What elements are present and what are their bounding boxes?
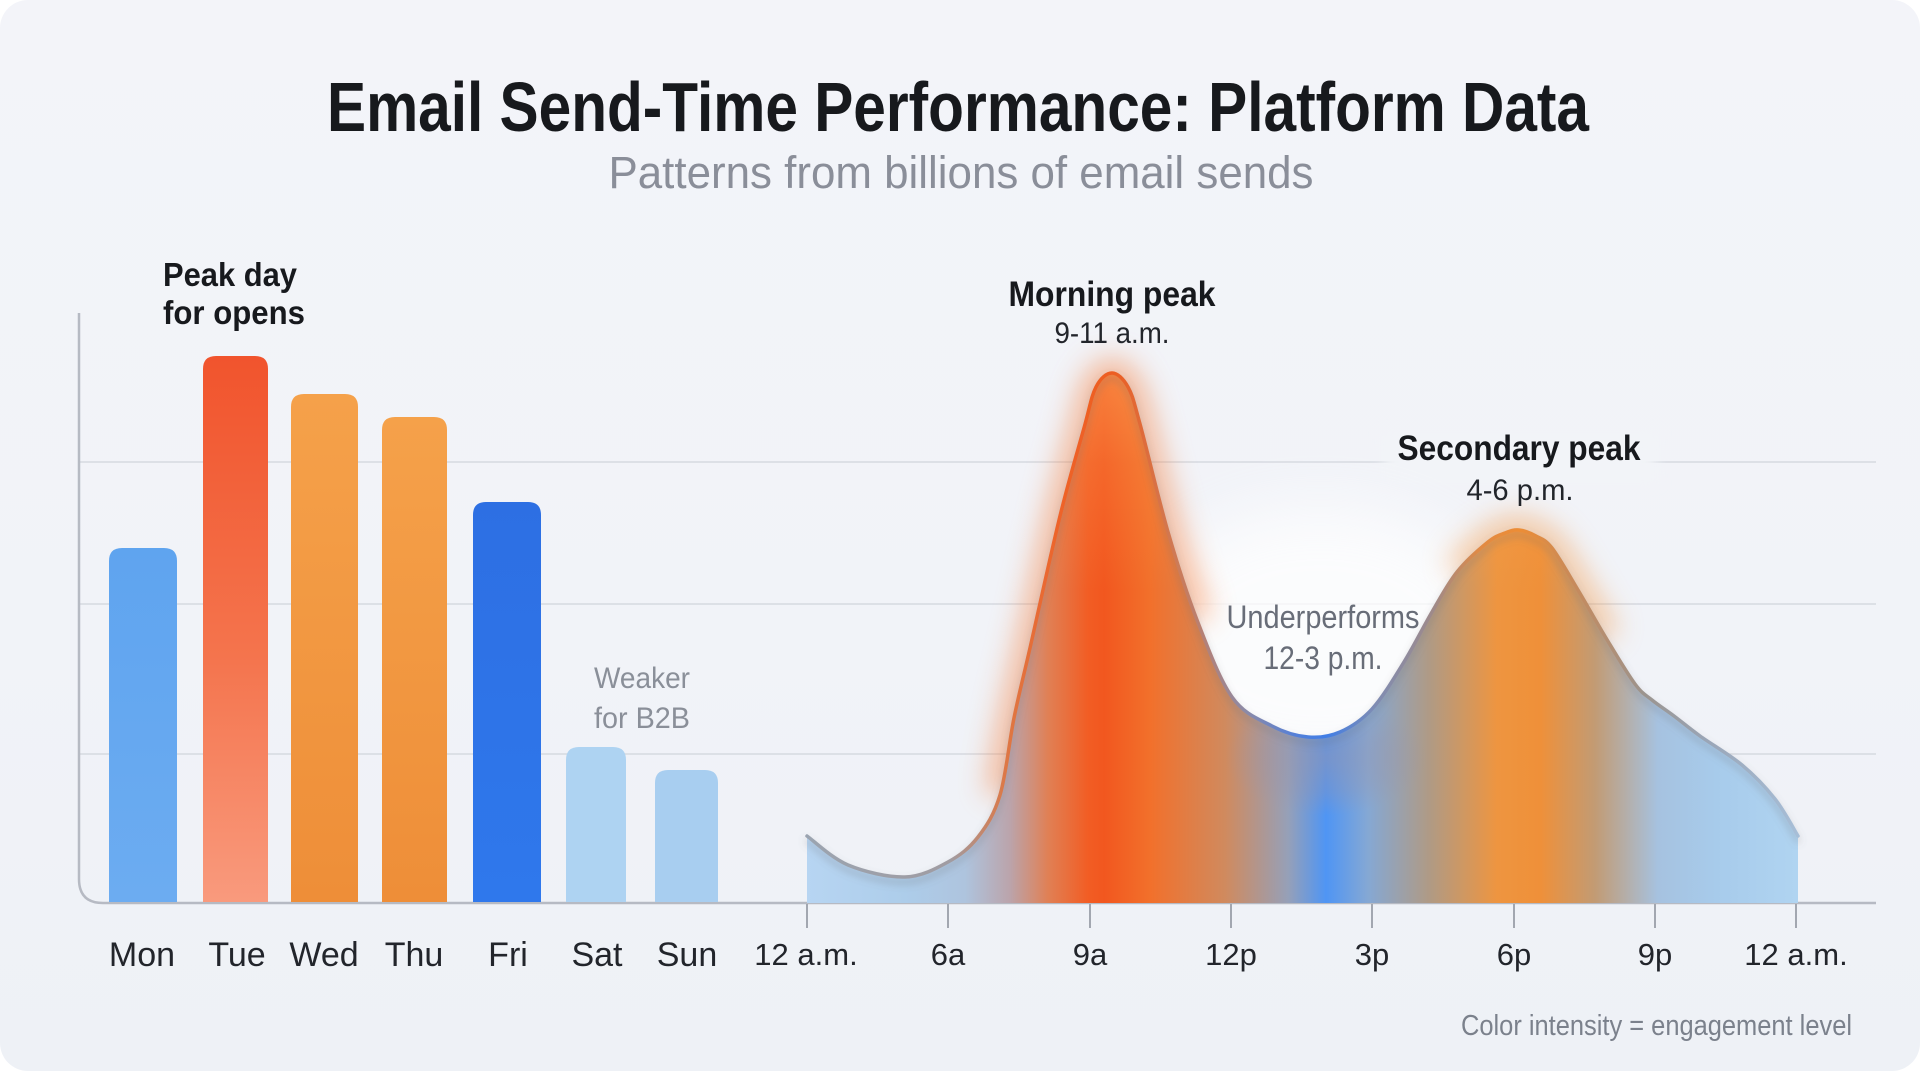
svg-text:Weaker: Weaker — [594, 662, 690, 695]
svg-text:12p: 12p — [1205, 937, 1257, 972]
svg-text:Sat: Sat — [571, 936, 623, 974]
svg-text:4-6 p.m.: 4-6 p.m. — [1467, 474, 1574, 507]
svg-text:Sun: Sun — [657, 936, 718, 974]
svg-text:Morning peak: Morning peak — [1009, 275, 1216, 314]
svg-text:12 a.m.: 12 a.m. — [1744, 937, 1847, 972]
svg-text:for opens: for opens — [163, 294, 305, 331]
svg-text:Color intensity = engagement l: Color intensity = engagement level — [1461, 1010, 1852, 1042]
svg-text:Tue: Tue — [208, 936, 265, 974]
svg-text:Fri: Fri — [488, 936, 528, 974]
svg-text:Mon: Mon — [109, 936, 175, 974]
svg-text:6a: 6a — [931, 937, 966, 972]
svg-text:Underperforms: Underperforms — [1227, 599, 1420, 635]
svg-text:12-3 p.m.: 12-3 p.m. — [1264, 640, 1383, 676]
svg-text:Thu: Thu — [385, 936, 444, 974]
svg-text:12 a.m.: 12 a.m. — [754, 937, 857, 972]
svg-text:for B2B: for B2B — [594, 702, 690, 735]
svg-text:9p: 9p — [1638, 937, 1672, 972]
svg-text:Email Send-Time Performance: P: Email Send-Time Performance: Platform Da… — [327, 68, 1590, 146]
svg-text:Peak day: Peak day — [163, 256, 298, 293]
svg-text:9-11 a.m.: 9-11 a.m. — [1055, 317, 1170, 350]
svg-text:3p: 3p — [1355, 937, 1389, 972]
svg-text:Wed: Wed — [289, 936, 358, 974]
svg-text:Secondary peak: Secondary peak — [1398, 429, 1641, 468]
svg-text:6p: 6p — [1497, 937, 1531, 972]
svg-text:9a: 9a — [1073, 937, 1108, 972]
svg-text:Patterns from billions of emai: Patterns from billions of email sends — [609, 147, 1314, 198]
